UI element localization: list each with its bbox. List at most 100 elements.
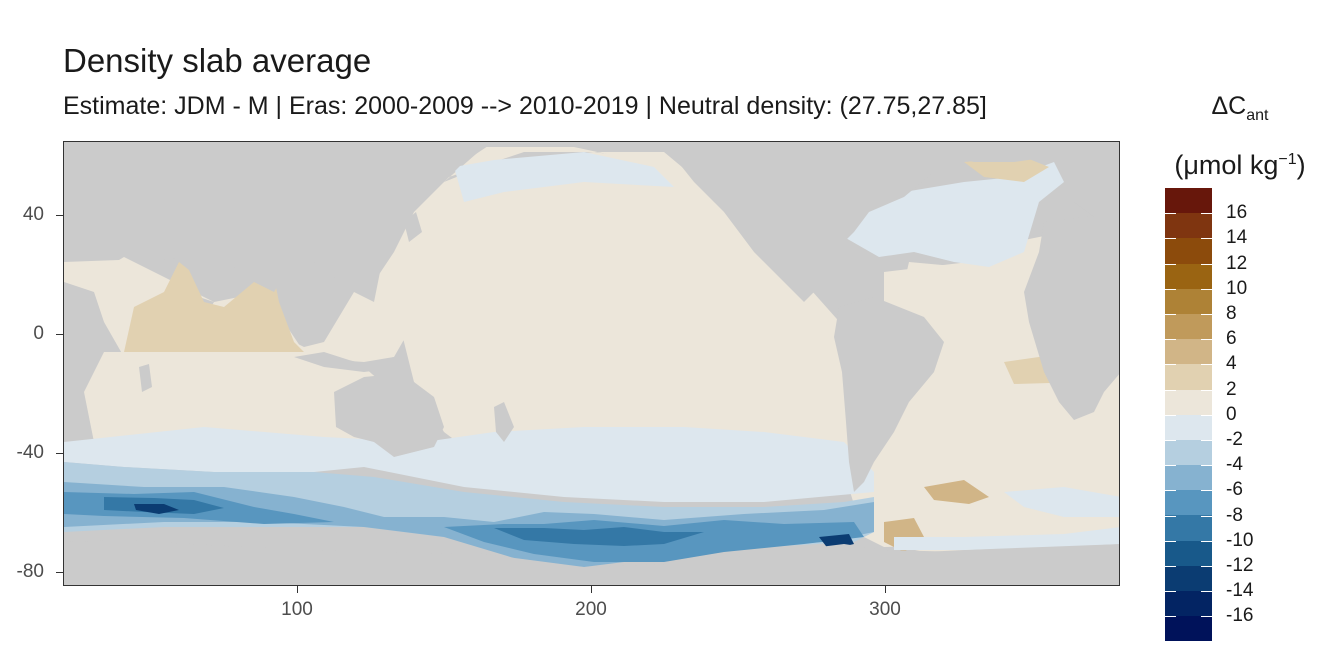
indonesia (294, 352, 404, 372)
map-canvas (64, 142, 1119, 585)
legend-tick-mark (1201, 414, 1212, 416)
ocean-south-band-5 (104, 497, 704, 546)
new-zealand (494, 402, 514, 442)
y-tick-label: -40 (16, 442, 44, 463)
legend-color-swatch (1165, 515, 1212, 541)
legend-color-swatch (1165, 188, 1212, 214)
legend-tick-label: -10 (1226, 529, 1254, 551)
legend-tick-label: 6 (1226, 328, 1237, 350)
legend-title: ΔCant (μmol kg−1) (1165, 88, 1315, 191)
legend-tick-mark (1165, 389, 1176, 391)
ocean-south-band-4 (64, 492, 864, 562)
legend-tick-mark (1165, 490, 1176, 492)
legend-tick-mark (1201, 490, 1212, 492)
legend-color-swatch (1165, 238, 1212, 264)
legend-tick-label: 2 (1226, 378, 1237, 400)
europe (1064, 142, 1119, 217)
asia (64, 142, 494, 292)
legend-tick-label: -8 (1226, 504, 1243, 526)
ocean-north-atlantic-cool (844, 162, 1064, 267)
legend-tick-mark (1201, 288, 1212, 290)
y-tick-mark (56, 572, 63, 573)
legend-tick-mark (1165, 440, 1176, 441)
legend-tick-label: -14 (1226, 580, 1254, 602)
south-america (834, 297, 944, 492)
legend-tick-mark (1165, 540, 1176, 542)
legend-tick-mark (1201, 591, 1212, 593)
legend-tick-mark (1201, 389, 1212, 391)
legend-tick-mark (1165, 314, 1176, 315)
legend-tick-mark (1201, 364, 1212, 366)
legend-tick-label: -2 (1226, 429, 1243, 450)
y-tick-mark (56, 334, 63, 335)
legend-color-swatch (1165, 540, 1212, 566)
x-tick-mark (297, 586, 298, 593)
legend-tick-mark (1201, 540, 1212, 542)
legend-color-swatch (1165, 364, 1212, 390)
legend-tick-mark (1165, 339, 1176, 341)
legend-tick-mark (1165, 213, 1176, 215)
legend-unit-suffix: ) (1296, 150, 1306, 180)
legend-tick-label: -12 (1226, 555, 1254, 576)
legend-color-swatch (1165, 339, 1212, 365)
australia (334, 374, 444, 457)
ocean-south-band-1 (64, 427, 874, 502)
legend-tick-mark (1165, 414, 1176, 416)
legend-tick-mark (1165, 515, 1176, 517)
north-america (664, 142, 934, 302)
legend-tick-mark (1201, 263, 1212, 265)
legend-tick-mark (1165, 591, 1176, 593)
legend-color-swatch (1165, 490, 1212, 516)
legend-color-swatch (1165, 213, 1212, 239)
legend-tick-mark (1201, 314, 1212, 315)
legend-tick-label: 14 (1226, 227, 1248, 249)
legend-unit-sup: −1 (1278, 151, 1297, 168)
legend-tick-mark (1201, 440, 1212, 441)
legend-color-swatch (1165, 414, 1212, 440)
legend-color-swatch (1165, 439, 1212, 466)
legend-tick-label: -4 (1226, 454, 1243, 476)
africa (1024, 212, 1119, 420)
legend-tick-label: 4 (1226, 353, 1237, 375)
legend-tick-mark (1201, 238, 1212, 240)
legend-tick-mark (1165, 364, 1176, 366)
legend-tick-mark (1165, 465, 1176, 467)
x-tick-label: 200 (575, 599, 607, 620)
y-tick-mark (56, 453, 63, 454)
legend-tick-mark (1165, 238, 1176, 240)
legend-tick-mark (1201, 213, 1212, 215)
y-tick-mark (56, 215, 63, 216)
legend-unit-prefix: (μmol kg (1174, 150, 1279, 180)
legend-tick-label: 12 (1226, 252, 1248, 274)
legend-tick-mark (1165, 616, 1176, 618)
greenland (934, 142, 1054, 162)
legend-tick-label: -16 (1226, 605, 1254, 627)
legend-tick-label: 0 (1226, 403, 1237, 425)
legend-tick-mark (1201, 465, 1212, 467)
y-tick-label: 0 (33, 323, 44, 344)
y-tick-label: -80 (16, 561, 44, 582)
legend-tick-mark (1165, 566, 1176, 567)
madagascar (139, 364, 152, 392)
legend-color-swatch (1165, 591, 1212, 617)
x-tick-mark (885, 586, 886, 593)
legend-symbol: ΔC (1211, 92, 1247, 120)
legend-tick-label: 8 (1226, 303, 1237, 324)
legend-color-swatch (1165, 313, 1212, 340)
ocean-north-pacific-cool (454, 152, 674, 202)
legend-color-swatch (1165, 565, 1212, 591)
legend-color-swatch (1165, 616, 1212, 642)
legend-tick-mark (1201, 566, 1212, 567)
legend-tick-mark (1201, 616, 1212, 618)
x-tick-mark (591, 586, 592, 593)
legend-color-swatch (1165, 288, 1212, 314)
x-tick-label: 300 (869, 599, 901, 620)
legend-subscript: ant (1246, 107, 1269, 124)
legend-color-swatch (1165, 465, 1212, 491)
ocean-south-atlantic-warm (884, 480, 989, 552)
ocean-south-atlantic-cool (894, 487, 1119, 550)
ocean-pacific (374, 152, 854, 462)
map-panel (63, 141, 1120, 586)
japan (404, 212, 422, 242)
y-tick-label: 40 (22, 204, 44, 225)
